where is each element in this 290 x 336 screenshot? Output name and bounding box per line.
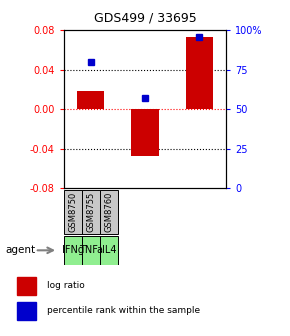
Bar: [17, 277, 36, 295]
Text: GDS499 / 33695: GDS499 / 33695: [94, 12, 196, 25]
Text: GSM8750: GSM8750: [68, 192, 77, 232]
Bar: [186, 37, 213, 109]
Text: GSM8755: GSM8755: [86, 192, 95, 232]
Bar: [100, 236, 118, 264]
Text: TNFa: TNFa: [79, 245, 103, 255]
Bar: [82, 236, 100, 264]
Bar: [17, 302, 36, 320]
Text: agent: agent: [6, 245, 36, 255]
Text: log ratio: log ratio: [46, 281, 84, 290]
Bar: [64, 190, 82, 234]
Text: GSM8760: GSM8760: [104, 192, 113, 232]
Bar: [64, 236, 82, 264]
Bar: [131, 109, 159, 156]
Text: percentile rank within the sample: percentile rank within the sample: [46, 306, 200, 316]
Text: IFNg: IFNg: [62, 245, 84, 255]
Bar: [77, 91, 104, 109]
Bar: [100, 190, 118, 234]
Text: IL4: IL4: [102, 245, 116, 255]
Bar: [82, 190, 100, 234]
